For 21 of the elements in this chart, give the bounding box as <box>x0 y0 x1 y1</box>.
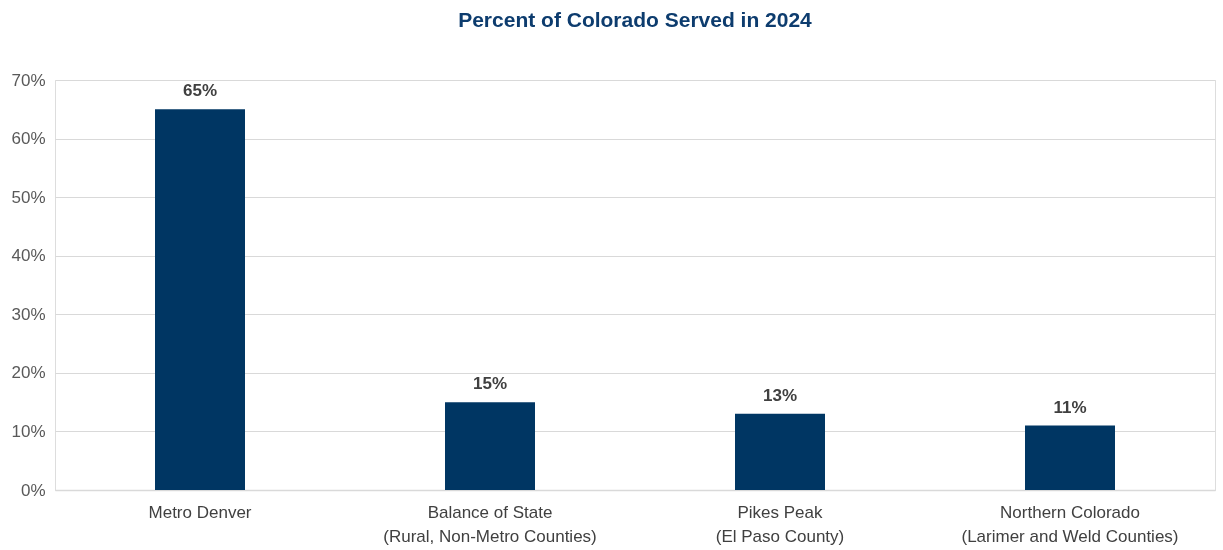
bar <box>735 413 825 490</box>
x-tick-label: Northern Colorado (Larimer and Weld Counties) <box>961 502 1179 546</box>
y-tick-label: 60% <box>11 129 46 149</box>
y-tick-label: 40% <box>11 246 46 266</box>
x-tick-label: Pikes Peak (El Paso County) <box>715 502 845 546</box>
bar <box>445 402 535 490</box>
y-tick-label: 70% <box>11 70 46 90</box>
y-tick-label: 0% <box>20 480 46 500</box>
y-tick-label: 20% <box>11 363 46 383</box>
bar <box>155 109 245 490</box>
data-label: 13% <box>762 385 798 405</box>
y-tick-label: 10% <box>11 421 46 441</box>
data-label: 15% <box>472 374 508 394</box>
chart-title: Percent of Colorado Served in 2024 <box>458 8 813 31</box>
bar <box>1025 425 1115 490</box>
y-tick-label: 30% <box>11 304 46 324</box>
x-tick-label: Metro Denver <box>148 502 252 522</box>
data-label: 11% <box>1053 397 1087 417</box>
data-label: 65% <box>182 81 218 101</box>
x-tick-label: Balance of State (Rural, Non-Metro Counties) <box>383 502 597 546</box>
y-tick-label: 50% <box>11 187 46 207</box>
